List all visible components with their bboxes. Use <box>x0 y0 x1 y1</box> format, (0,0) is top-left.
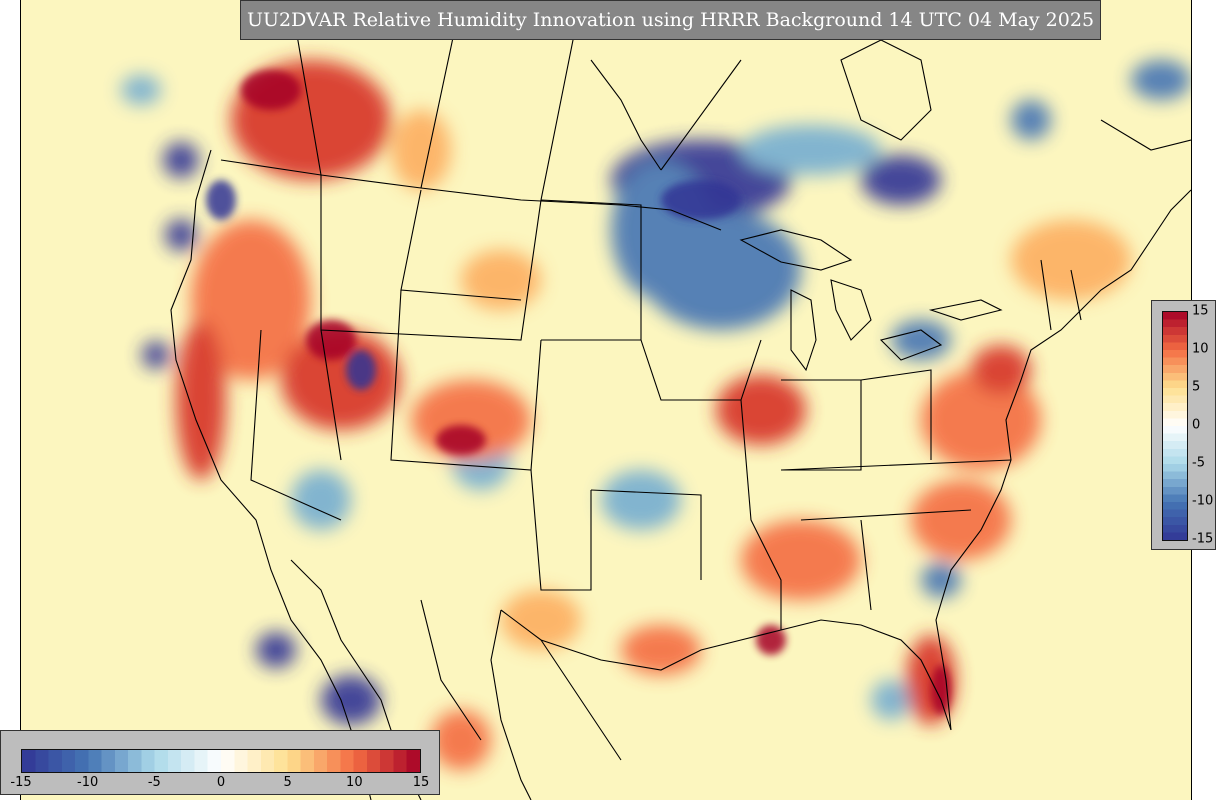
colorbar-vertical-tick-label: 0 <box>1192 417 1201 433</box>
colorbar-horizontal-tick-label: -5 <box>147 775 161 790</box>
colorbar-horizontal-tick-label: 0 <box>216 775 226 790</box>
innovation-map <box>121 0 1191 800</box>
colorbar-vertical-tick-label: 5 <box>1192 379 1201 395</box>
colorbar-vertical-tick-label: 15 <box>1192 303 1209 319</box>
innovation-field-detail <box>206 70 951 715</box>
colorbar-horizontal: -15 -10 -5 0 5 10 15 <box>0 730 440 795</box>
map-title: UU2DVAR Relative Humidity Innovation usi… <box>240 0 1101 40</box>
colorbar-vertical: 15 10 5 0 -5 -10 -15 <box>1151 300 1216 550</box>
colorbar-horizontal-tick-label: 5 <box>283 775 292 790</box>
innovation-field <box>121 60 1191 770</box>
colorbar-horizontal-tick-label: -10 <box>77 775 99 790</box>
colorbar-vertical-tick-label: -15 <box>1192 531 1214 547</box>
colorbar-horizontal-tick-label: 15 <box>412 775 430 790</box>
colorbar-vertical-tick-label: -10 <box>1192 493 1214 509</box>
map-panel <box>20 0 1192 800</box>
colorbar-vertical-gradient <box>1162 311 1188 541</box>
colorbar-horizontal-gradient <box>21 749 421 773</box>
colorbar-horizontal-tick-label: -15 <box>10 775 32 790</box>
colorbar-vertical-tick-label: -5 <box>1192 455 1205 471</box>
colorbar-vertical-tick-label: 10 <box>1192 341 1209 357</box>
colorbar-horizontal-tick-label: 10 <box>346 775 363 790</box>
